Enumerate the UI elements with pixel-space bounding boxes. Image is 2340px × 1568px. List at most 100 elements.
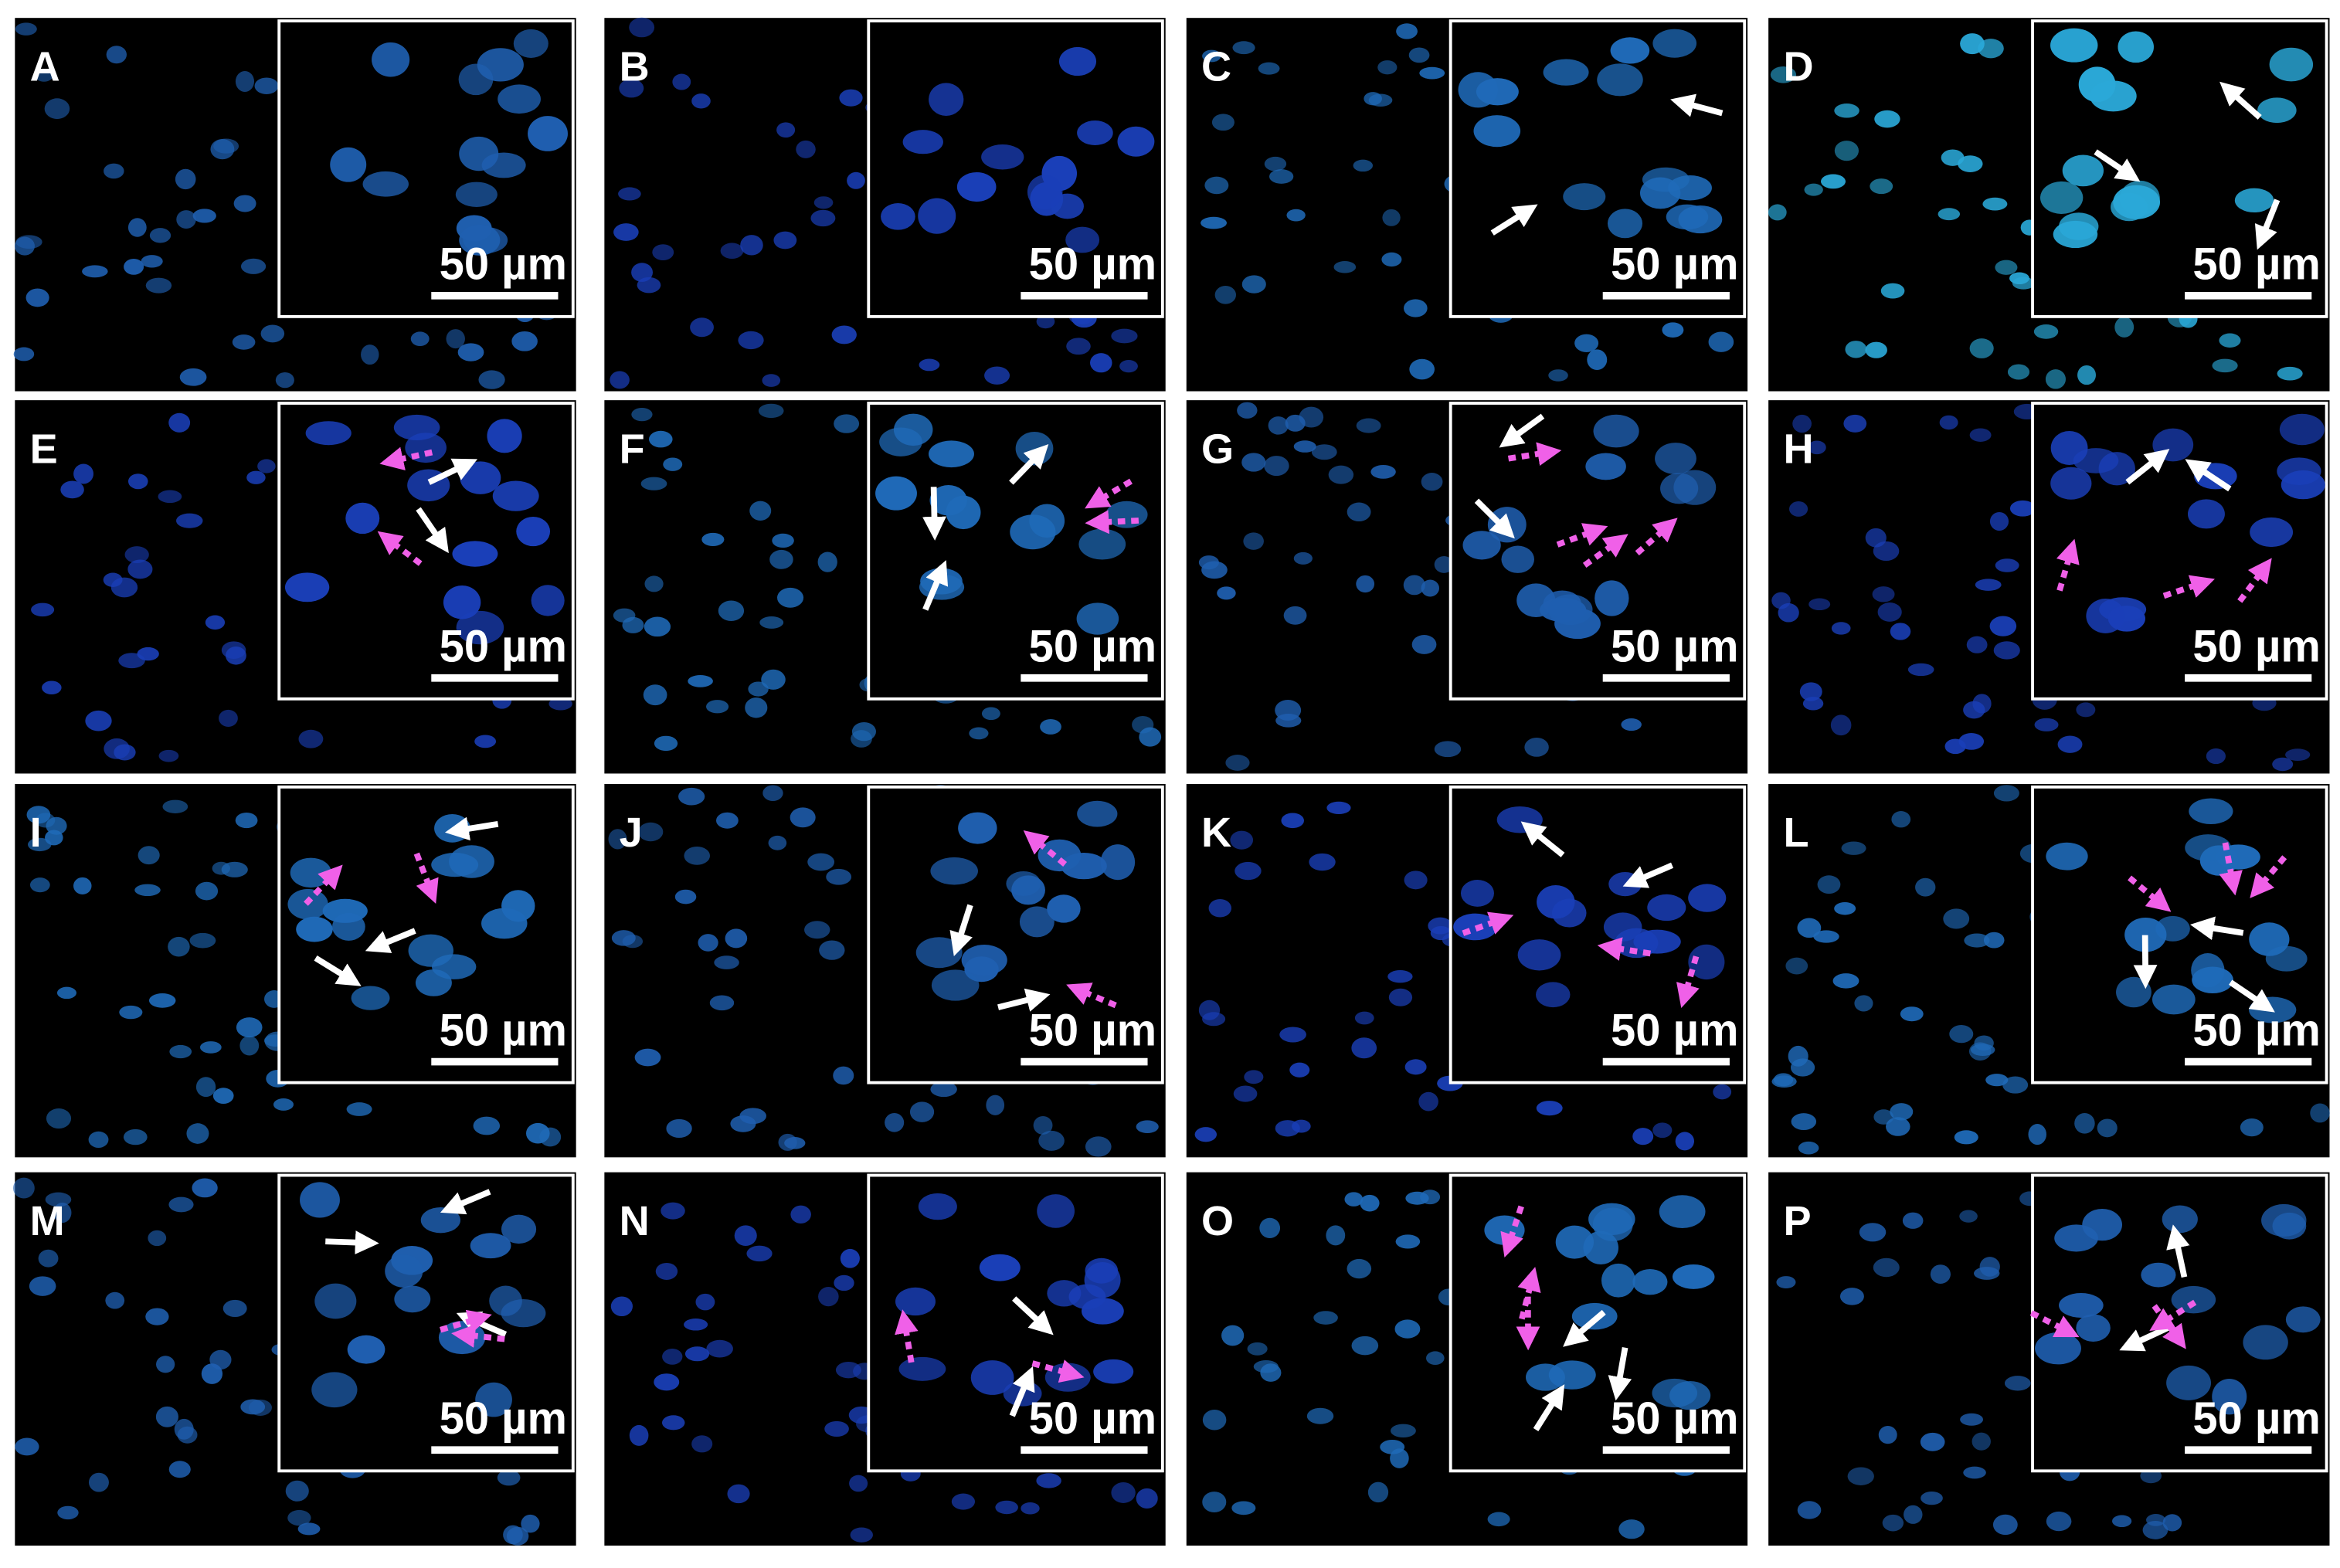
nucleus bbox=[548, 697, 572, 711]
nucleus bbox=[1993, 641, 2020, 660]
nucleus bbox=[2076, 702, 2096, 718]
inset-nucleus bbox=[1655, 443, 1696, 475]
inset-nucleus bbox=[332, 912, 365, 941]
inset-nucleus bbox=[1668, 175, 1712, 201]
nucleus bbox=[734, 1225, 757, 1246]
nucleus bbox=[1878, 1425, 1897, 1444]
nucleus bbox=[410, 331, 430, 347]
scale-bar-label: 50 µm bbox=[440, 240, 567, 290]
inset-nucleus bbox=[362, 171, 409, 197]
nucleus bbox=[995, 1500, 1018, 1515]
inset-nucleus bbox=[931, 969, 980, 1001]
nucleus bbox=[930, 1081, 957, 1098]
nucleus bbox=[644, 616, 671, 637]
nucleus bbox=[1268, 169, 1294, 184]
inset-nucleus bbox=[456, 610, 504, 645]
nucleus bbox=[2285, 748, 2311, 762]
nucleus bbox=[1404, 871, 1428, 890]
nucleus bbox=[2057, 735, 2083, 753]
pink-arrow bbox=[1066, 983, 1117, 1009]
panel: F 50 µm bbox=[604, 400, 1166, 774]
nucleus bbox=[629, 17, 655, 38]
nucleus bbox=[1921, 1491, 1943, 1505]
nucleus bbox=[1907, 663, 1934, 677]
nucleus bbox=[82, 265, 108, 278]
nucleus bbox=[1890, 1103, 1914, 1121]
inset-nucleus bbox=[1487, 507, 1527, 543]
inset-nucleus bbox=[1607, 209, 1643, 239]
inset-nucleus bbox=[305, 421, 352, 446]
nucleus bbox=[759, 616, 784, 629]
nucleus bbox=[695, 1293, 715, 1311]
nucleus bbox=[1790, 1058, 1815, 1077]
nucleus bbox=[1202, 1492, 1227, 1513]
nucleus bbox=[684, 1346, 710, 1362]
inset-nucleus bbox=[489, 1285, 522, 1316]
nucleus bbox=[1964, 933, 1990, 948]
nucleus bbox=[1797, 918, 1822, 938]
nucleus bbox=[2077, 365, 2097, 385]
inset-nucleus bbox=[498, 84, 541, 114]
inset-nucleus bbox=[1583, 1230, 1618, 1265]
nucleus bbox=[1396, 23, 1418, 39]
white-arrow bbox=[949, 904, 973, 957]
panel: B 50 µm bbox=[604, 17, 1166, 392]
nucleus bbox=[478, 370, 505, 389]
inset-nucleus bbox=[1473, 115, 1521, 148]
inset-nucleus bbox=[2257, 97, 2297, 124]
inset-nucleus bbox=[2155, 915, 2190, 942]
nucleus bbox=[790, 807, 816, 828]
inset-nucleus bbox=[2279, 413, 2325, 446]
nucleus bbox=[834, 1274, 854, 1291]
nucleus bbox=[1966, 636, 1988, 653]
nucleus bbox=[1820, 174, 1846, 189]
nucleus bbox=[1382, 209, 1401, 226]
nucleus bbox=[1983, 932, 2005, 949]
nucleus bbox=[1085, 1136, 1112, 1157]
pink-arrow bbox=[1597, 937, 1652, 961]
inset-nucleus bbox=[2062, 154, 2104, 187]
nucleus bbox=[1708, 331, 1734, 352]
nucleus bbox=[1344, 1192, 1364, 1207]
nucleus bbox=[638, 822, 664, 842]
nucleus bbox=[885, 1112, 905, 1132]
nucleus bbox=[1882, 1514, 1904, 1532]
nucleus bbox=[2028, 1124, 2046, 1145]
nucleus bbox=[1230, 830, 1254, 850]
nucleus bbox=[34, 68, 53, 82]
nucleus bbox=[631, 407, 653, 422]
nucleus bbox=[1808, 598, 1831, 611]
nucleus bbox=[105, 1291, 125, 1309]
nucleus bbox=[273, 1098, 294, 1111]
pink-arrow bbox=[1507, 442, 1562, 467]
inset-nucleus bbox=[481, 152, 526, 178]
inset-nucleus bbox=[452, 541, 498, 567]
pink-arrow bbox=[1635, 518, 1678, 556]
nucleus bbox=[746, 1245, 773, 1262]
nucleus bbox=[1854, 995, 1873, 1012]
nucleus bbox=[1409, 358, 1435, 380]
white-arrow bbox=[416, 507, 449, 554]
nucleus bbox=[1411, 635, 1437, 654]
inset-nucleus bbox=[2059, 1293, 2104, 1318]
nucleus bbox=[158, 749, 179, 762]
nucleus bbox=[138, 846, 160, 865]
nucleus bbox=[1244, 1070, 1264, 1084]
nucleus bbox=[124, 258, 144, 275]
nucleus bbox=[1260, 1363, 1282, 1382]
nucleus bbox=[1040, 718, 1061, 735]
nucleus bbox=[762, 785, 783, 802]
nucleus bbox=[2002, 1076, 2029, 1094]
nucleus bbox=[232, 334, 256, 350]
inset-nucleus bbox=[330, 147, 367, 182]
white-arrow bbox=[1474, 498, 1515, 539]
nucleus bbox=[1798, 1141, 1819, 1155]
inset-nucleus bbox=[1065, 226, 1100, 253]
nucleus bbox=[1377, 60, 1398, 75]
nucleus bbox=[189, 932, 216, 949]
pink-arrow bbox=[1023, 830, 1068, 867]
nucleus bbox=[1326, 801, 1351, 815]
nucleus bbox=[176, 513, 203, 528]
inset-nucleus bbox=[981, 144, 1024, 170]
nucleus bbox=[1536, 1101, 1563, 1116]
